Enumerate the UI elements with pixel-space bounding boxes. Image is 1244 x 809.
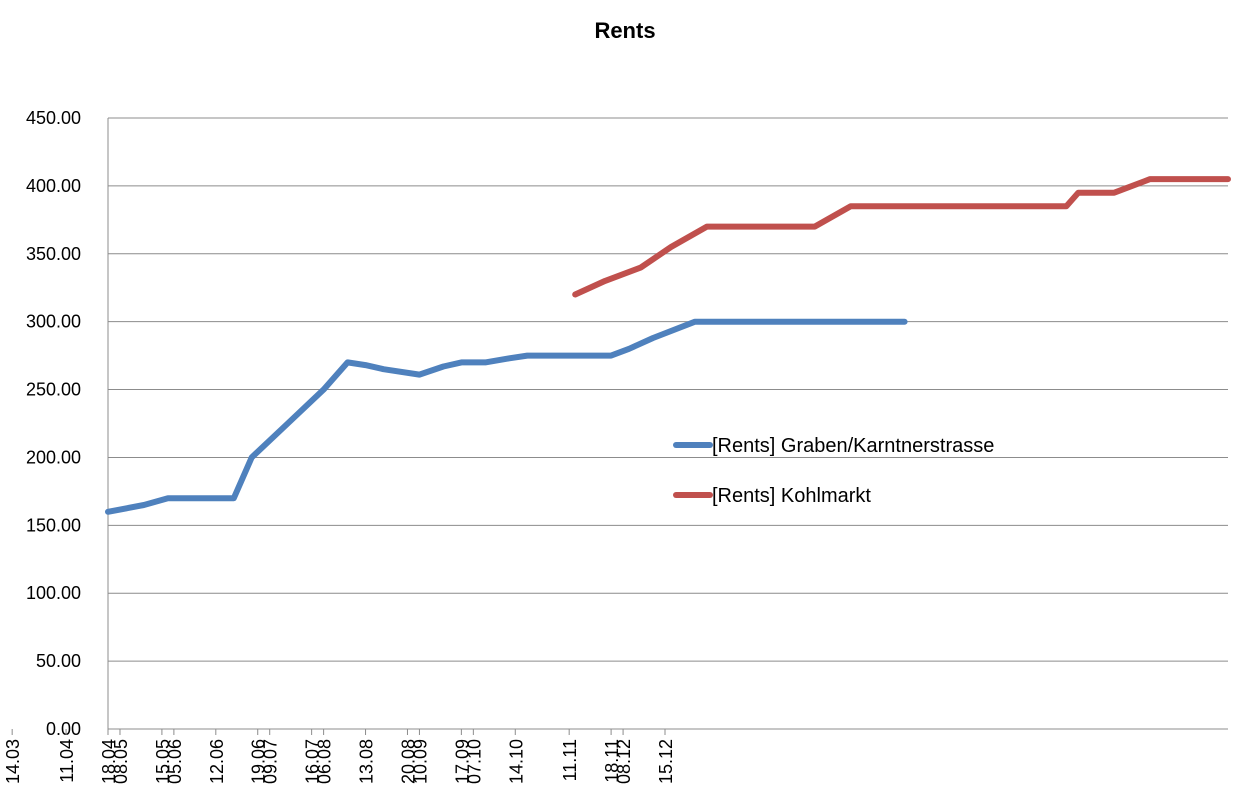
x-tick-label: 13.08 [357, 739, 377, 784]
x-tick-label: 05.06 [165, 739, 185, 784]
y-tick-label: 200.00 [26, 447, 81, 467]
x-tick-label: 15.12 [656, 739, 676, 784]
legend-label: [Rents] Graben/Karntnerstrasse [712, 435, 994, 457]
x-tick-label: 06.08 [315, 739, 335, 784]
x-tick-label: 18.11 [602, 739, 622, 783]
x-tick-label: 16.07 [303, 739, 323, 784]
series-line-2 [572, 176, 1231, 298]
y-tick-label: 0.00 [46, 719, 81, 739]
y-tick-label: 350.00 [26, 244, 81, 264]
x-tick-label: 14.10 [506, 739, 526, 784]
y-tick-label: 100.00 [26, 583, 81, 603]
series-lines [105, 176, 1231, 515]
legend: [Rents] Graben/Karntnerstrasse [Rents] Ko… [673, 435, 994, 507]
x-tick-label: 08.05 [111, 739, 131, 784]
x-tick-label: 18.04 [99, 739, 119, 784]
series-line-1 [105, 318, 908, 515]
axes [107, 118, 1228, 730]
gridlines [108, 117, 1228, 662]
x-tick-label: 15.05 [153, 739, 173, 784]
x-tick-label: 08.12 [614, 739, 634, 784]
chart-title: Rents [594, 18, 655, 43]
y-tick-label: 300.00 [26, 312, 81, 332]
y-tick-label: 150.00 [26, 515, 81, 535]
x-tick-label: 14.03 [3, 739, 23, 784]
x-tick-label: 09.07 [261, 739, 281, 784]
x-axis-ticks: 05.0606.0106.0807.0307.1008.0508.1209.07… [3, 729, 676, 784]
legend-label: [Rents] Kohlmarkt [712, 485, 871, 507]
y-tick-label: 400.00 [26, 176, 81, 196]
y-axis-ticks: 0.00 50.00 100.00 150.00 200.00 250.00 300.00 3… [26, 108, 81, 739]
y-tick-label: 50.00 [36, 651, 81, 671]
x-tick-label: 10.09 [410, 739, 430, 784]
x-tick-label: 11.11 [560, 739, 580, 781]
x-tick-label: 20.08 [398, 739, 418, 784]
x-tick-label: 19.06 [249, 739, 269, 784]
x-tick-label: 11.04 [57, 739, 77, 783]
x-tick-label: 07.10 [464, 739, 484, 784]
x-tick-label: 17.09 [452, 739, 472, 784]
x-tick-label: 12.06 [207, 739, 227, 784]
y-tick-label: 450.00 [26, 108, 81, 128]
y-tick-label: 250.00 [26, 380, 81, 400]
